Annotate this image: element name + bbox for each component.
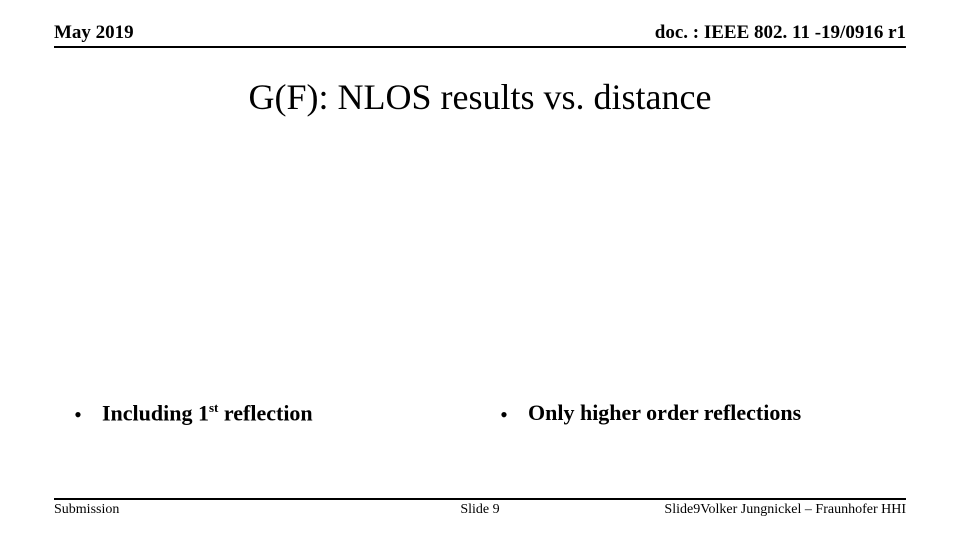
footer-slide-number: Slide 9 — [460, 502, 499, 518]
header-doc-number: doc. : IEEE 802. 11 -19/0916 r1 — [655, 22, 906, 44]
bullet-text-right: Only higher order reflections — [528, 400, 801, 426]
bullet-superscript: st — [209, 400, 218, 415]
footer-author: Slide9Volker Jungnickel – Fraunhofer HHI — [664, 502, 906, 518]
content-right-column: • Only higher order reflections — [480, 400, 906, 426]
footer-right-post: Volker Jungnickel – Fraunhofer HHI — [700, 502, 906, 517]
bullet-text-pre: Including 1 — [102, 400, 209, 425]
slide-content: • Including 1st reflection • Only higher… — [54, 400, 906, 426]
slide-title: G(F): NLOS results vs. distance — [0, 76, 960, 118]
slide-footer: Submission Slide 9 Slide9Volker Jungnick… — [54, 498, 906, 518]
footer-submission: Submission — [54, 502, 119, 518]
bullet-text-left: Including 1st reflection — [102, 400, 313, 426]
footer-right-pre: Slide — [664, 502, 693, 517]
header-date: May 2019 — [54, 22, 134, 44]
slide: May 2019 doc. : IEEE 802. 11 -19/0916 r1… — [0, 0, 960, 540]
slide-header: May 2019 doc. : IEEE 802. 11 -19/0916 r1 — [54, 22, 906, 48]
bullet-marker: • — [480, 400, 528, 426]
content-left-column: • Including 1st reflection — [54, 400, 480, 426]
bullet-text-post: reflection — [218, 400, 312, 425]
bullet-marker: • — [54, 400, 102, 426]
